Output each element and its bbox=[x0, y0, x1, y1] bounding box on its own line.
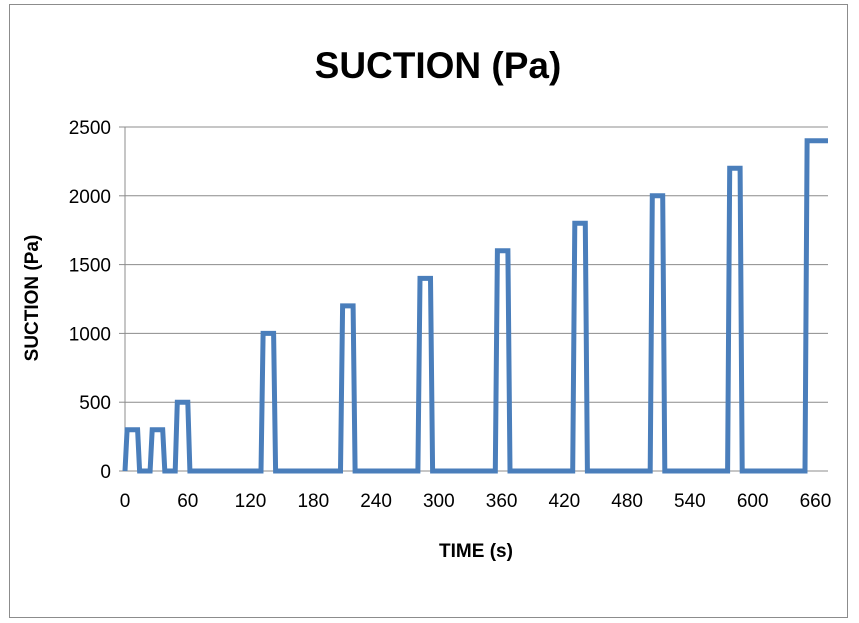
y-tick-label-2500: 2500 bbox=[69, 118, 111, 139]
x-tick-label-120: 120 bbox=[235, 491, 267, 512]
x-tick-labels: 0 60 120 180 240 300 360 420 480 540 600 660 bbox=[120, 491, 832, 512]
axes bbox=[119, 126, 828, 472]
y-tick-label-0: 0 bbox=[100, 462, 111, 483]
x-tick-label-0: 0 bbox=[120, 491, 131, 512]
x-tick-label-240: 240 bbox=[360, 491, 392, 512]
x-tick-label-360: 360 bbox=[486, 491, 518, 512]
x-tick-label-60: 60 bbox=[177, 491, 198, 512]
chart-title: SUCTION (Pa) bbox=[315, 45, 562, 86]
x-tick-label-180: 180 bbox=[297, 491, 329, 512]
x-tick-label-420: 420 bbox=[549, 491, 581, 512]
y-axis-title: SUCTION (Pa) bbox=[22, 235, 43, 362]
x-tick-label-480: 480 bbox=[611, 491, 643, 512]
y-tick-label-1000: 1000 bbox=[69, 324, 111, 345]
y-tick-label-2000: 2000 bbox=[69, 187, 111, 208]
y-tick-label-500: 500 bbox=[79, 393, 111, 414]
x-axis-title: TIME (s) bbox=[439, 541, 513, 562]
x-tick-label-660: 660 bbox=[800, 491, 832, 512]
y-tick-label-1500: 1500 bbox=[69, 256, 111, 277]
x-tick-label-540: 540 bbox=[674, 491, 706, 512]
gridlines bbox=[125, 126, 828, 403]
series-line bbox=[122, 138, 828, 474]
x-tick-label-300: 300 bbox=[423, 491, 455, 512]
y-tick-labels: 0 500 1000 1500 2000 2500 bbox=[69, 118, 111, 483]
x-tick-label-600: 600 bbox=[737, 491, 769, 512]
